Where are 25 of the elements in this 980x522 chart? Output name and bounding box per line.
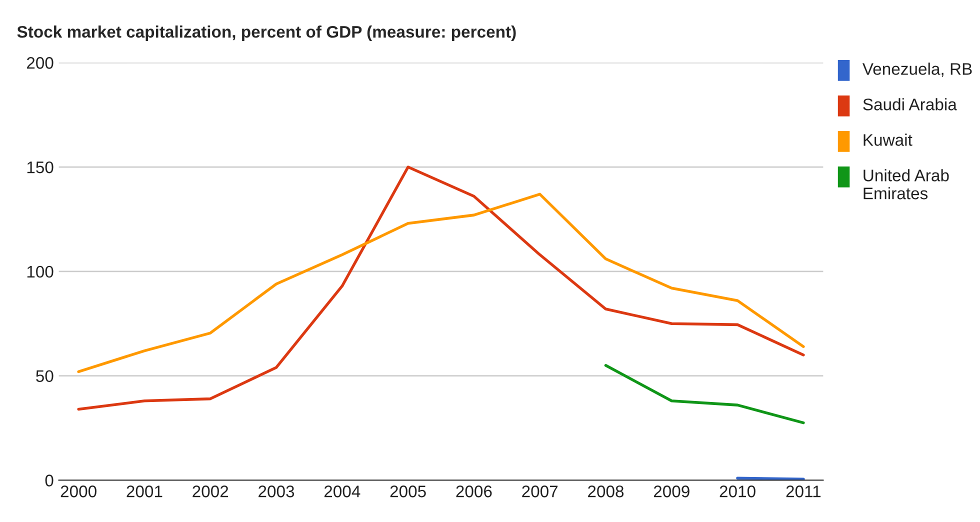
y-tick-label: 50 bbox=[36, 370, 54, 382]
x-tick-label: 2010 bbox=[720, 486, 756, 498]
x-tick-label: 2011 bbox=[786, 486, 821, 498]
line-series bbox=[77, 166, 805, 411]
legend-label: Saudi Arabia bbox=[863, 98, 957, 110]
x-tick-label: 2002 bbox=[192, 486, 228, 498]
y-tick-label: 0 bbox=[45, 474, 54, 486]
legend-label: United Arab Emirates bbox=[864, 169, 949, 200]
x-tick-label: 2007 bbox=[522, 486, 558, 498]
line-series bbox=[77, 192, 805, 374]
chart-title: Stock market capitalization, percent of GDP (measure: percent) bbox=[17, 26, 516, 42]
line-series bbox=[604, 364, 805, 424]
y-tick-label: 100 bbox=[27, 266, 54, 278]
x-tick-label: 2005 bbox=[390, 486, 426, 498]
x-tick-label: 2001 bbox=[126, 486, 162, 498]
legend-label: Venezuela, RB bbox=[862, 62, 972, 77]
x-tick-label: 2009 bbox=[654, 486, 690, 498]
legend-label: Kuwait bbox=[864, 134, 912, 146]
x-tick-label: 2008 bbox=[588, 486, 624, 498]
x-tick-label: 2000 bbox=[60, 486, 96, 498]
y-tick-label: 150 bbox=[27, 161, 54, 174]
x-tick-label: 2004 bbox=[324, 486, 360, 498]
x-tick-label: 2003 bbox=[258, 486, 294, 498]
x-tick-label: 2006 bbox=[456, 486, 492, 498]
y-tick-label: 200 bbox=[26, 57, 54, 69]
